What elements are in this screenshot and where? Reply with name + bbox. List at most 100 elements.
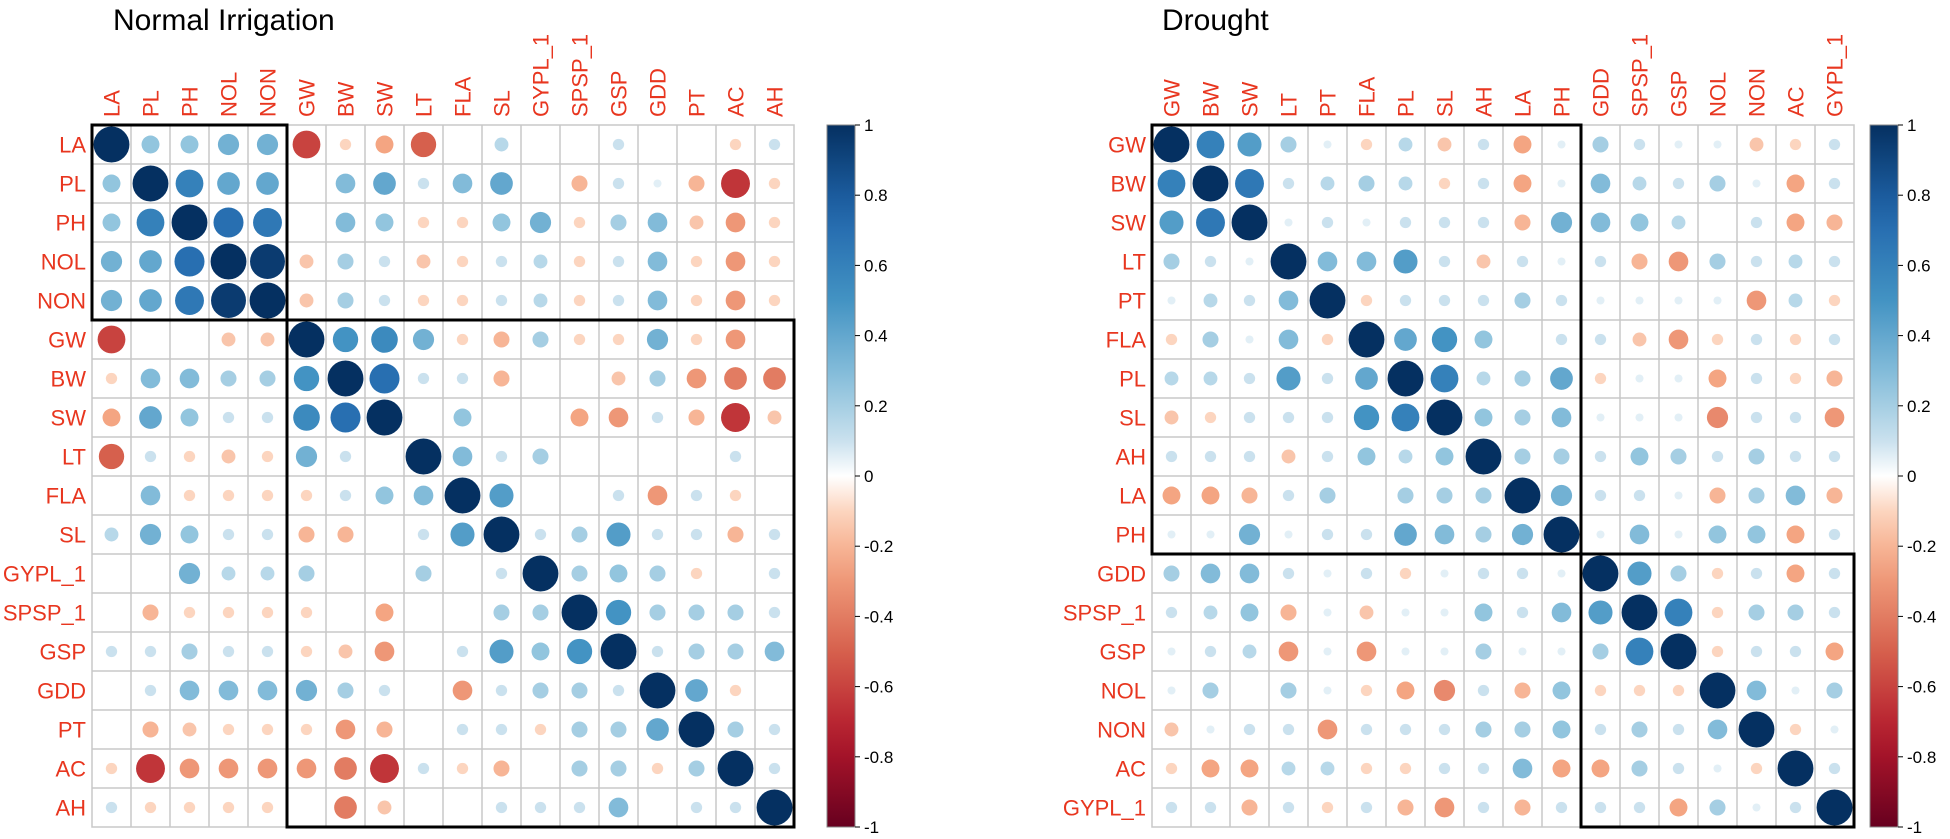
corr-dot-NOL-NON <box>250 244 285 279</box>
corr-dot-PT-GSP <box>1674 296 1683 305</box>
corr-dot-LA-GSP <box>1674 491 1683 500</box>
corr-dot-PH-PH <box>1543 516 1580 553</box>
corr-dot-AC-PT <box>688 760 705 777</box>
corr-dot-GYPL_1-GW <box>1165 801 1178 814</box>
corr-dot-GSP-SL <box>489 639 514 664</box>
corr-dot-GSP-SPSP_1 <box>1625 637 1654 666</box>
corr-dot-NON-GW <box>299 293 314 308</box>
corr-dot-GYPL_1-GYPL_1 <box>1816 789 1853 826</box>
col-label-AC: AC <box>724 86 749 117</box>
corr-dot-NOL-GDD <box>1594 684 1607 697</box>
corr-dot-GYPL_1-GDD <box>649 565 666 582</box>
corr-dot-PT-NOL <box>222 723 235 736</box>
corr-dot-NOL-GSP <box>1672 684 1685 697</box>
corr-dot-GW-FLA <box>456 333 469 346</box>
corr-dot-SL-SL <box>483 516 520 553</box>
corr-dot-GYPL_1-FLA <box>1360 801 1373 814</box>
corr-dot-PL-AH <box>768 177 781 190</box>
corr-dot-SPSP_1-GW <box>300 606 313 619</box>
corr-dot-LA-GSP <box>612 138 625 151</box>
corr-dot-NON-GSP <box>1672 723 1685 736</box>
row-label-GYPL_1: GYPL_1 <box>3 562 86 587</box>
corr-dot-GSP-GW <box>1167 647 1176 656</box>
col-label-PL: PL <box>1394 90 1419 117</box>
corr-dot-AC-FLA <box>1360 762 1373 775</box>
corr-dot-FLA-GYPL_1 <box>1828 333 1841 346</box>
corr-dot-GYPL_1-SPSP_1 <box>1633 801 1646 814</box>
row-label-FLA: FLA <box>1106 328 1147 353</box>
corr-dot-SL-NON <box>1750 411 1763 424</box>
corr-dot-AC-GW <box>1165 762 1178 775</box>
corr-dot-GSP-PH <box>181 643 198 660</box>
corr-dot-PL-LA <box>1514 370 1531 387</box>
corr-dot-SL-AC <box>727 526 744 543</box>
corr-dot-PT-SW <box>1243 294 1256 307</box>
corr-dot-BW-GSP <box>1672 177 1685 190</box>
corr-dot-AC-NOL <box>1713 764 1722 773</box>
corr-dot-PL-AH <box>1476 371 1491 386</box>
panel-drought: Drought GW BW SW LT PT FLA PL SL AH LA PH GDD SPSP_1… <box>1063 4 1936 837</box>
corr-dot-SW-LT <box>423 417 424 418</box>
corr-dot-GSP-PL <box>144 645 157 658</box>
corr-dot-GDD-AC <box>729 684 742 697</box>
corr-dot-BW-SPSP_1 <box>579 378 580 379</box>
corr-dot-PT-SW <box>376 721 393 738</box>
colorbar-tick-label: 0 <box>864 467 873 486</box>
corr-dot-GSP-GDD <box>651 645 664 658</box>
corr-dot-GYPL_1-SW <box>384 573 385 574</box>
corr-dot-GSP-BW <box>338 644 353 659</box>
corr-dot-SW-BW <box>1196 208 1225 237</box>
corr-dot-GDD-PL <box>1399 567 1412 580</box>
corr-dot-LT-GDD <box>1594 255 1607 268</box>
corr-dot-NON-NOL <box>1707 719 1728 740</box>
corr-dot-GSP-SW <box>374 641 395 662</box>
corr-dot-FLA-PH <box>1555 333 1568 346</box>
corr-dot-PH-LT <box>417 216 430 229</box>
corr-dot-SW-GYPL_1 <box>540 417 541 418</box>
corr-dot-FLA-FLA <box>1348 321 1385 358</box>
col-label-SPSP_1: SPSP_1 <box>1628 34 1653 117</box>
corr-dot-PH-GW <box>1167 530 1176 539</box>
corr-dot-NOL-FLA <box>456 255 469 268</box>
corr-dot-SPSP_1-LT <box>423 612 424 613</box>
corr-dot-SW-NON <box>1750 216 1763 229</box>
corr-dot-GDD-PT <box>685 679 708 702</box>
corr-dot-GW-PL <box>1398 137 1413 152</box>
corr-dot-NON-SW <box>1243 723 1256 736</box>
corr-dot-LA-GW <box>292 130 321 159</box>
corr-dot-AC-PL <box>1399 762 1412 775</box>
corr-dot-LA-GW <box>1162 486 1181 505</box>
corr-dot-AH-GSP <box>608 797 629 818</box>
corr-dot-AH-FLA <box>1357 447 1376 466</box>
corr-dot-NOL-SPSP_1 <box>1633 684 1646 697</box>
corr-dot-GDD-NOL <box>218 680 239 701</box>
corr-dot-FLA-LA <box>1522 339 1523 340</box>
corr-dot-FLA-NON <box>261 489 274 502</box>
row-label-LT: LT <box>62 445 86 470</box>
corr-dot-NOL-SW <box>1249 690 1250 691</box>
corr-dot-SL-SPSP_1 <box>571 526 588 543</box>
corr-dot-GDD-GW <box>1163 565 1180 582</box>
corr-dot-LA-BW <box>1201 486 1220 505</box>
corr-dot-BW-BW <box>1192 165 1229 202</box>
corr-dot-BW-PT <box>1320 176 1335 191</box>
corr-dot-AH-NON <box>261 801 274 814</box>
corr-dot-SL-FLA <box>1353 404 1380 431</box>
corr-dot-PT-LT <box>423 729 424 730</box>
corr-dot-SL-GSP <box>1674 413 1683 422</box>
corr-dot-SW-SPSP_1 <box>1630 213 1649 232</box>
corr-dot-AH-PL <box>144 801 157 814</box>
corr-dot-BW-LA <box>1513 174 1532 193</box>
corr-dot-AH-NOL <box>1711 450 1724 463</box>
corr-dot-PL-LT <box>1276 366 1301 391</box>
corr-dot-BW-PT <box>686 368 707 389</box>
corr-dot-GW-GW <box>1153 126 1190 163</box>
corr-dot-FLA-SPSP_1 <box>1632 332 1647 347</box>
corr-dot-SPSP_1-AH <box>1474 603 1493 622</box>
row-label-LT: LT <box>1122 250 1146 275</box>
corr-dot-AH-FLA <box>462 807 463 808</box>
corr-dot-GW-LT <box>412 328 435 351</box>
row-label-NON: NON <box>37 289 86 314</box>
corr-dot-FLA-PH <box>183 489 196 502</box>
corr-dot-SW-PL <box>1399 216 1412 229</box>
